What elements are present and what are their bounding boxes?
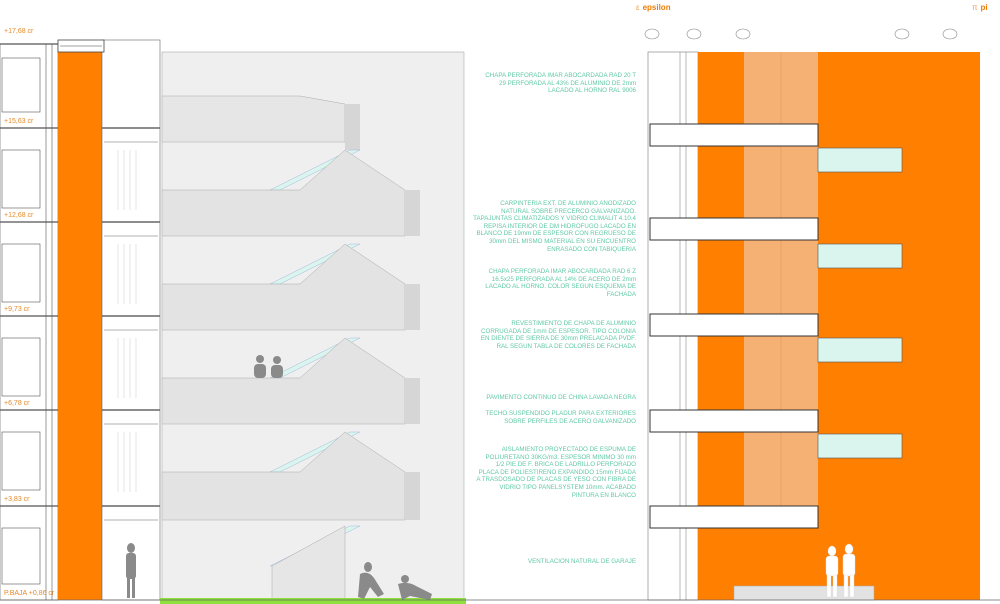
stair-hatch (117, 150, 137, 492)
stair-core (101, 39, 161, 601)
level-label: P.BAJA +0,86 cr (4, 590, 55, 597)
orange-column-left (58, 52, 102, 600)
figures (126, 355, 432, 600)
level-label: +9,73 cr (4, 306, 30, 313)
annotation-note: CARPINTERIA EXT. DE ALUMINIO ANODIZADO N… (473, 200, 636, 253)
pi-label: pi (980, 3, 988, 12)
level-label: +3,83 cr (4, 496, 30, 503)
white-figures (825, 543, 856, 598)
annotation-note: REVESTIMIENTO DE CHAPA DE ALUMINIO CORRU… (480, 320, 636, 350)
header-pi: π pi (972, 3, 988, 12)
annotation-note: VENTILACION NATURAL DE GARAJE (528, 558, 636, 565)
level-label: +15,63 cr (4, 118, 34, 125)
annotation-note: PAVIMENTO CONTINUO DE CHINA LAVADA NEGRA (486, 394, 636, 401)
epsilon-symbol: ε (636, 3, 640, 12)
pi-symbol: π (972, 3, 978, 12)
header-epsilon: ε epsilon (636, 3, 671, 12)
annotation-note: TECHO SUSPENDIDO PLADUR PARA EXTERIORES … (485, 410, 636, 425)
level-label: +17,68 cr (4, 28, 34, 35)
epsilon-label: epsilon (642, 3, 671, 12)
annotation-note: AISLAMIENTO PROYECTADO DE ESPUMA DE POLI… (476, 446, 636, 499)
perforated-facade (161, 51, 465, 601)
level-label: +6,78 cr (4, 400, 30, 407)
annotation-note: CHAPA PERFORADA IMAR ABOCARDADA RAD 6 Z … (485, 268, 636, 298)
grass-strip (160, 598, 466, 604)
annotation-note: CHAPA PERFORADA IMAR ABOCARDADA RAD 20 T… (485, 72, 636, 95)
level-label: +12,68 cr (4, 212, 34, 219)
windows-right (817, 147, 903, 459)
top-symbols (644, 28, 958, 40)
left-section (0, 43, 59, 601)
balconies (649, 123, 819, 529)
